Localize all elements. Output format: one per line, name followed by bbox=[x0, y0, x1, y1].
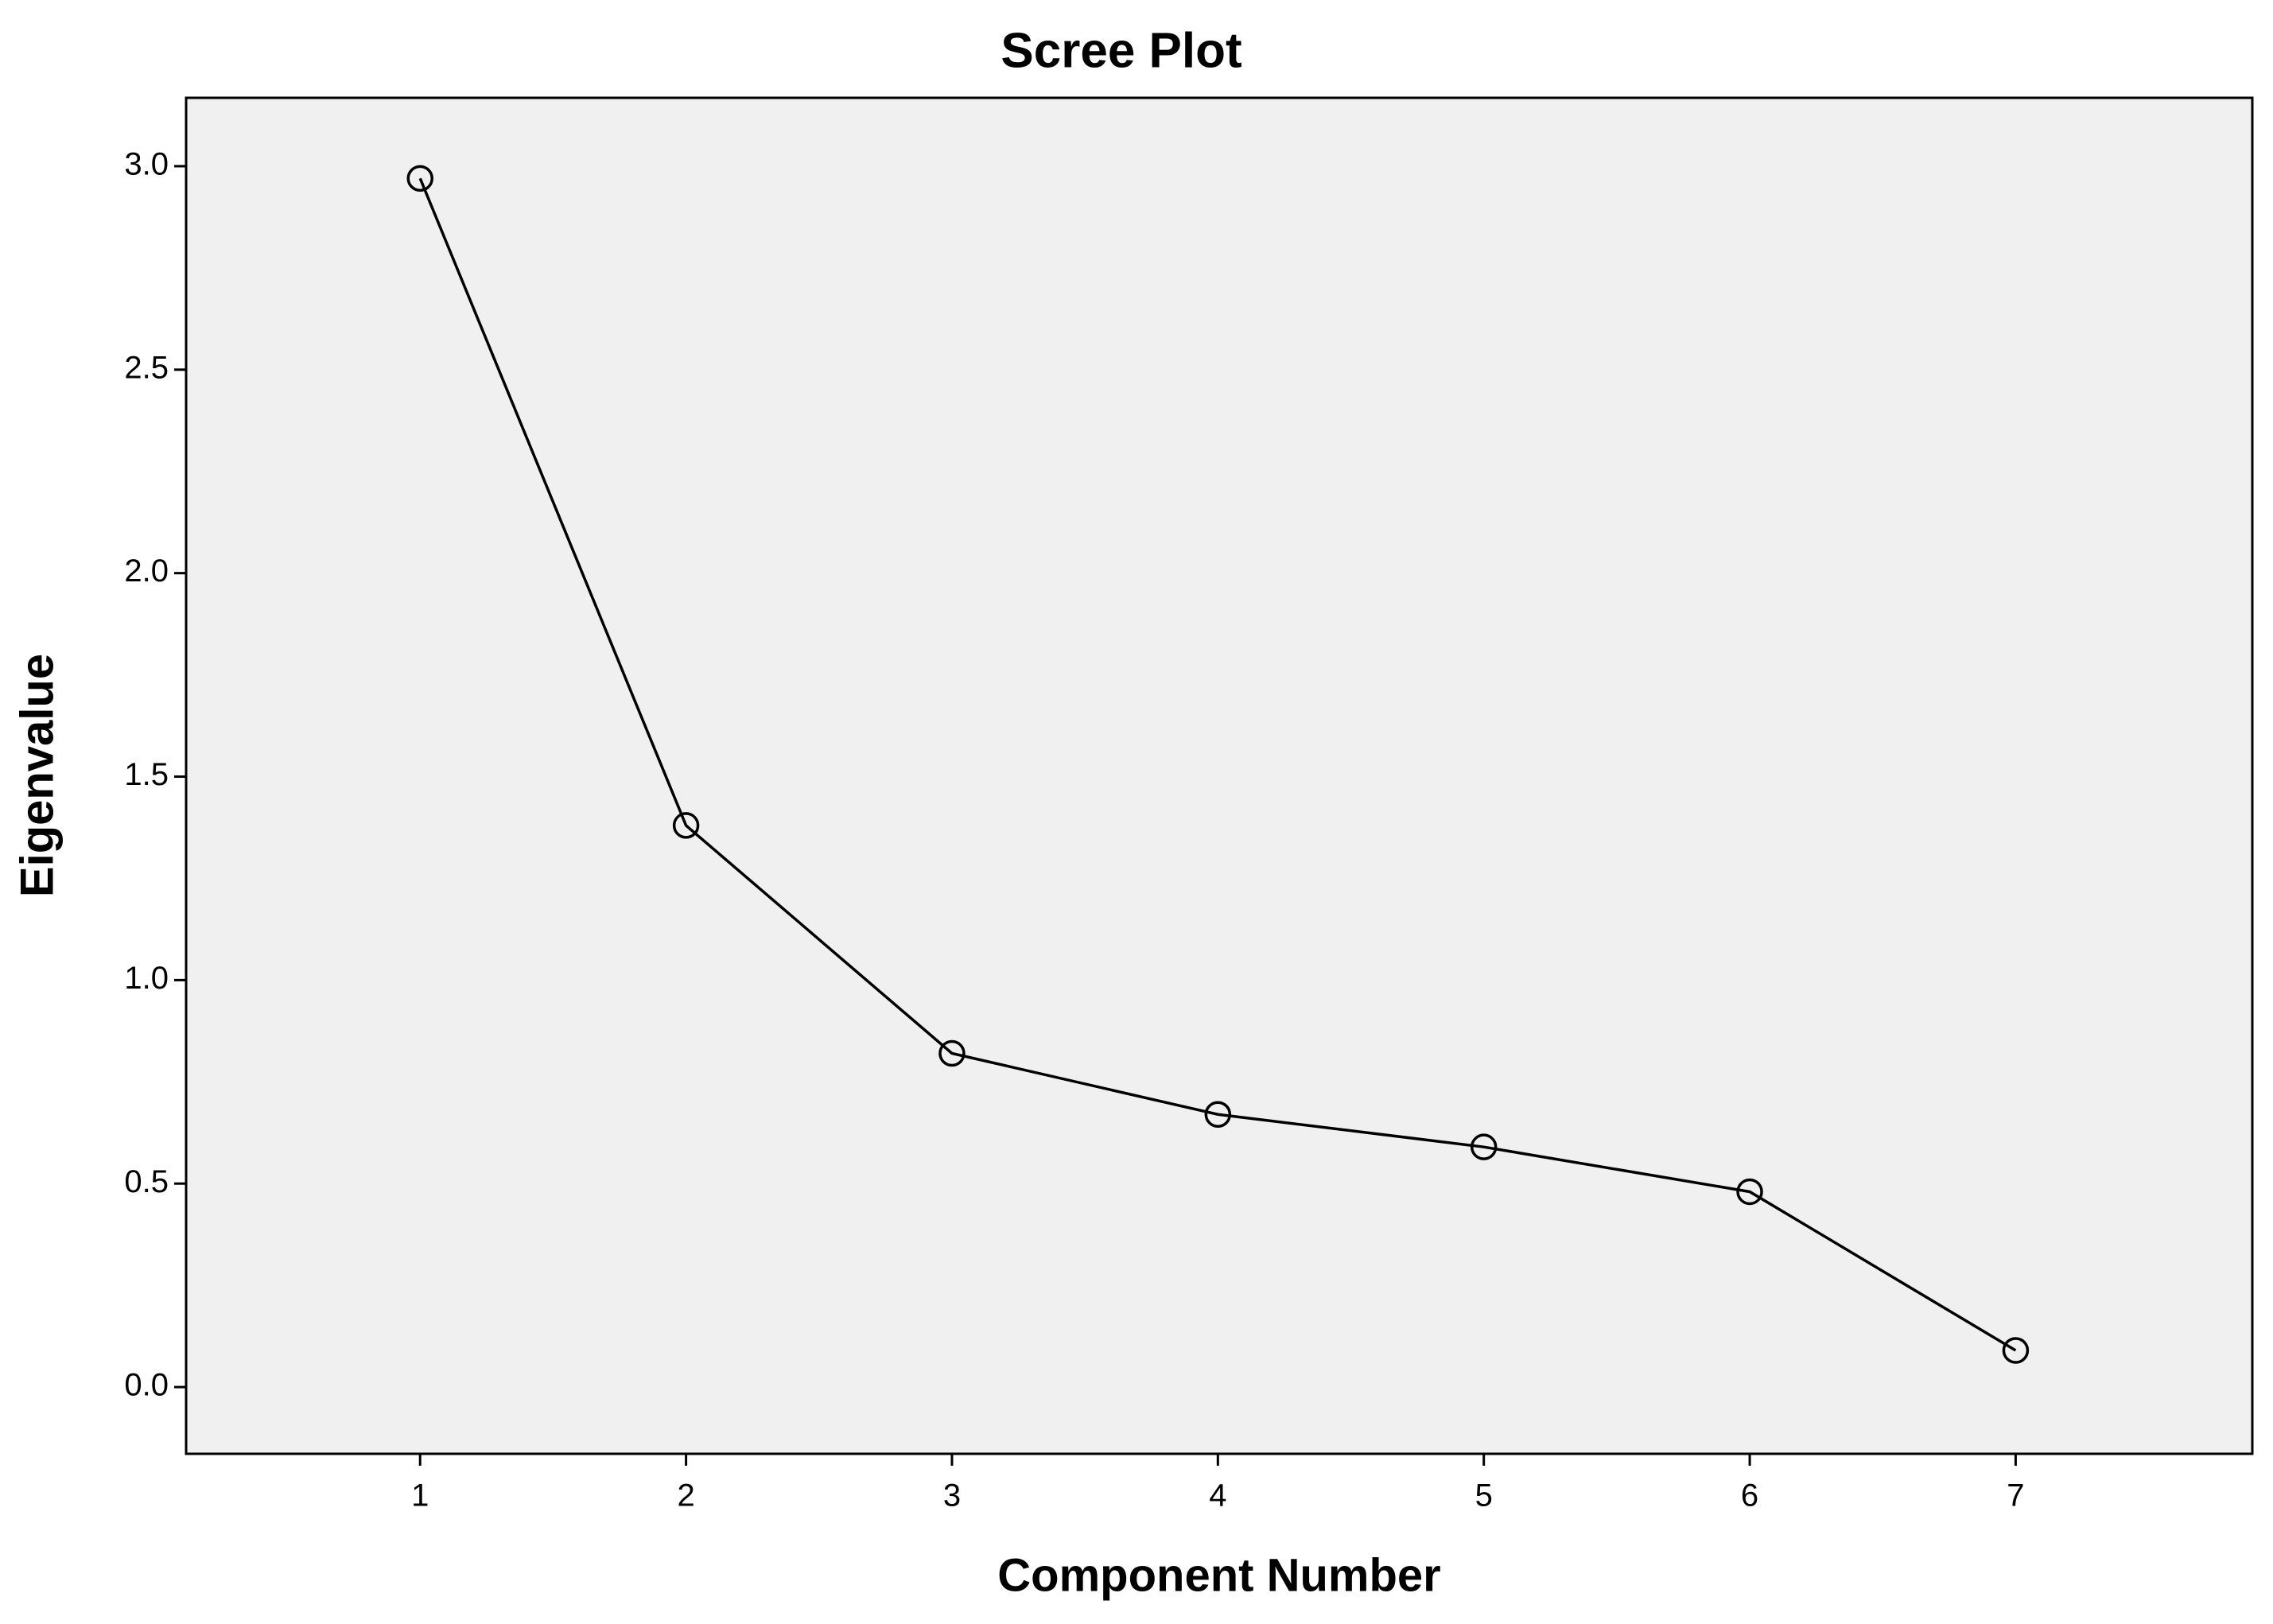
y-tick-label: 0.5 bbox=[124, 1164, 169, 1199]
y-tick-label: 2.5 bbox=[124, 350, 169, 385]
y-tick-label: 1.5 bbox=[124, 757, 169, 792]
point bbox=[672, 812, 700, 839]
x-axis-title: Component Number bbox=[997, 1549, 1440, 1601]
y-tick-label: 1.0 bbox=[124, 961, 169, 996]
point bbox=[406, 165, 433, 192]
x-tick-label: 2 bbox=[677, 1478, 694, 1513]
point bbox=[938, 1039, 966, 1067]
chart-title: Scree Plot bbox=[1001, 23, 1241, 78]
x-tick-label: 6 bbox=[1741, 1478, 1758, 1513]
point bbox=[2002, 1337, 2030, 1364]
y-tick-label: 3.0 bbox=[124, 147, 169, 182]
y-tick-label: 2.0 bbox=[124, 554, 169, 589]
plot-area bbox=[185, 96, 2254, 1455]
point bbox=[1470, 1133, 1498, 1160]
x-tick-label: 7 bbox=[2007, 1478, 2024, 1513]
y-tick-label: 0.0 bbox=[124, 1368, 169, 1403]
x-tick-label: 3 bbox=[943, 1478, 961, 1513]
x-tick-label: 1 bbox=[411, 1478, 429, 1513]
series-line bbox=[418, 177, 2017, 1352]
x-tick-label: 4 bbox=[1209, 1478, 1226, 1513]
x-tick-label: 5 bbox=[1475, 1478, 1493, 1513]
y-axis-title: Eigenvalue bbox=[11, 654, 63, 897]
point bbox=[1204, 1101, 1232, 1128]
point bbox=[1736, 1178, 1763, 1206]
